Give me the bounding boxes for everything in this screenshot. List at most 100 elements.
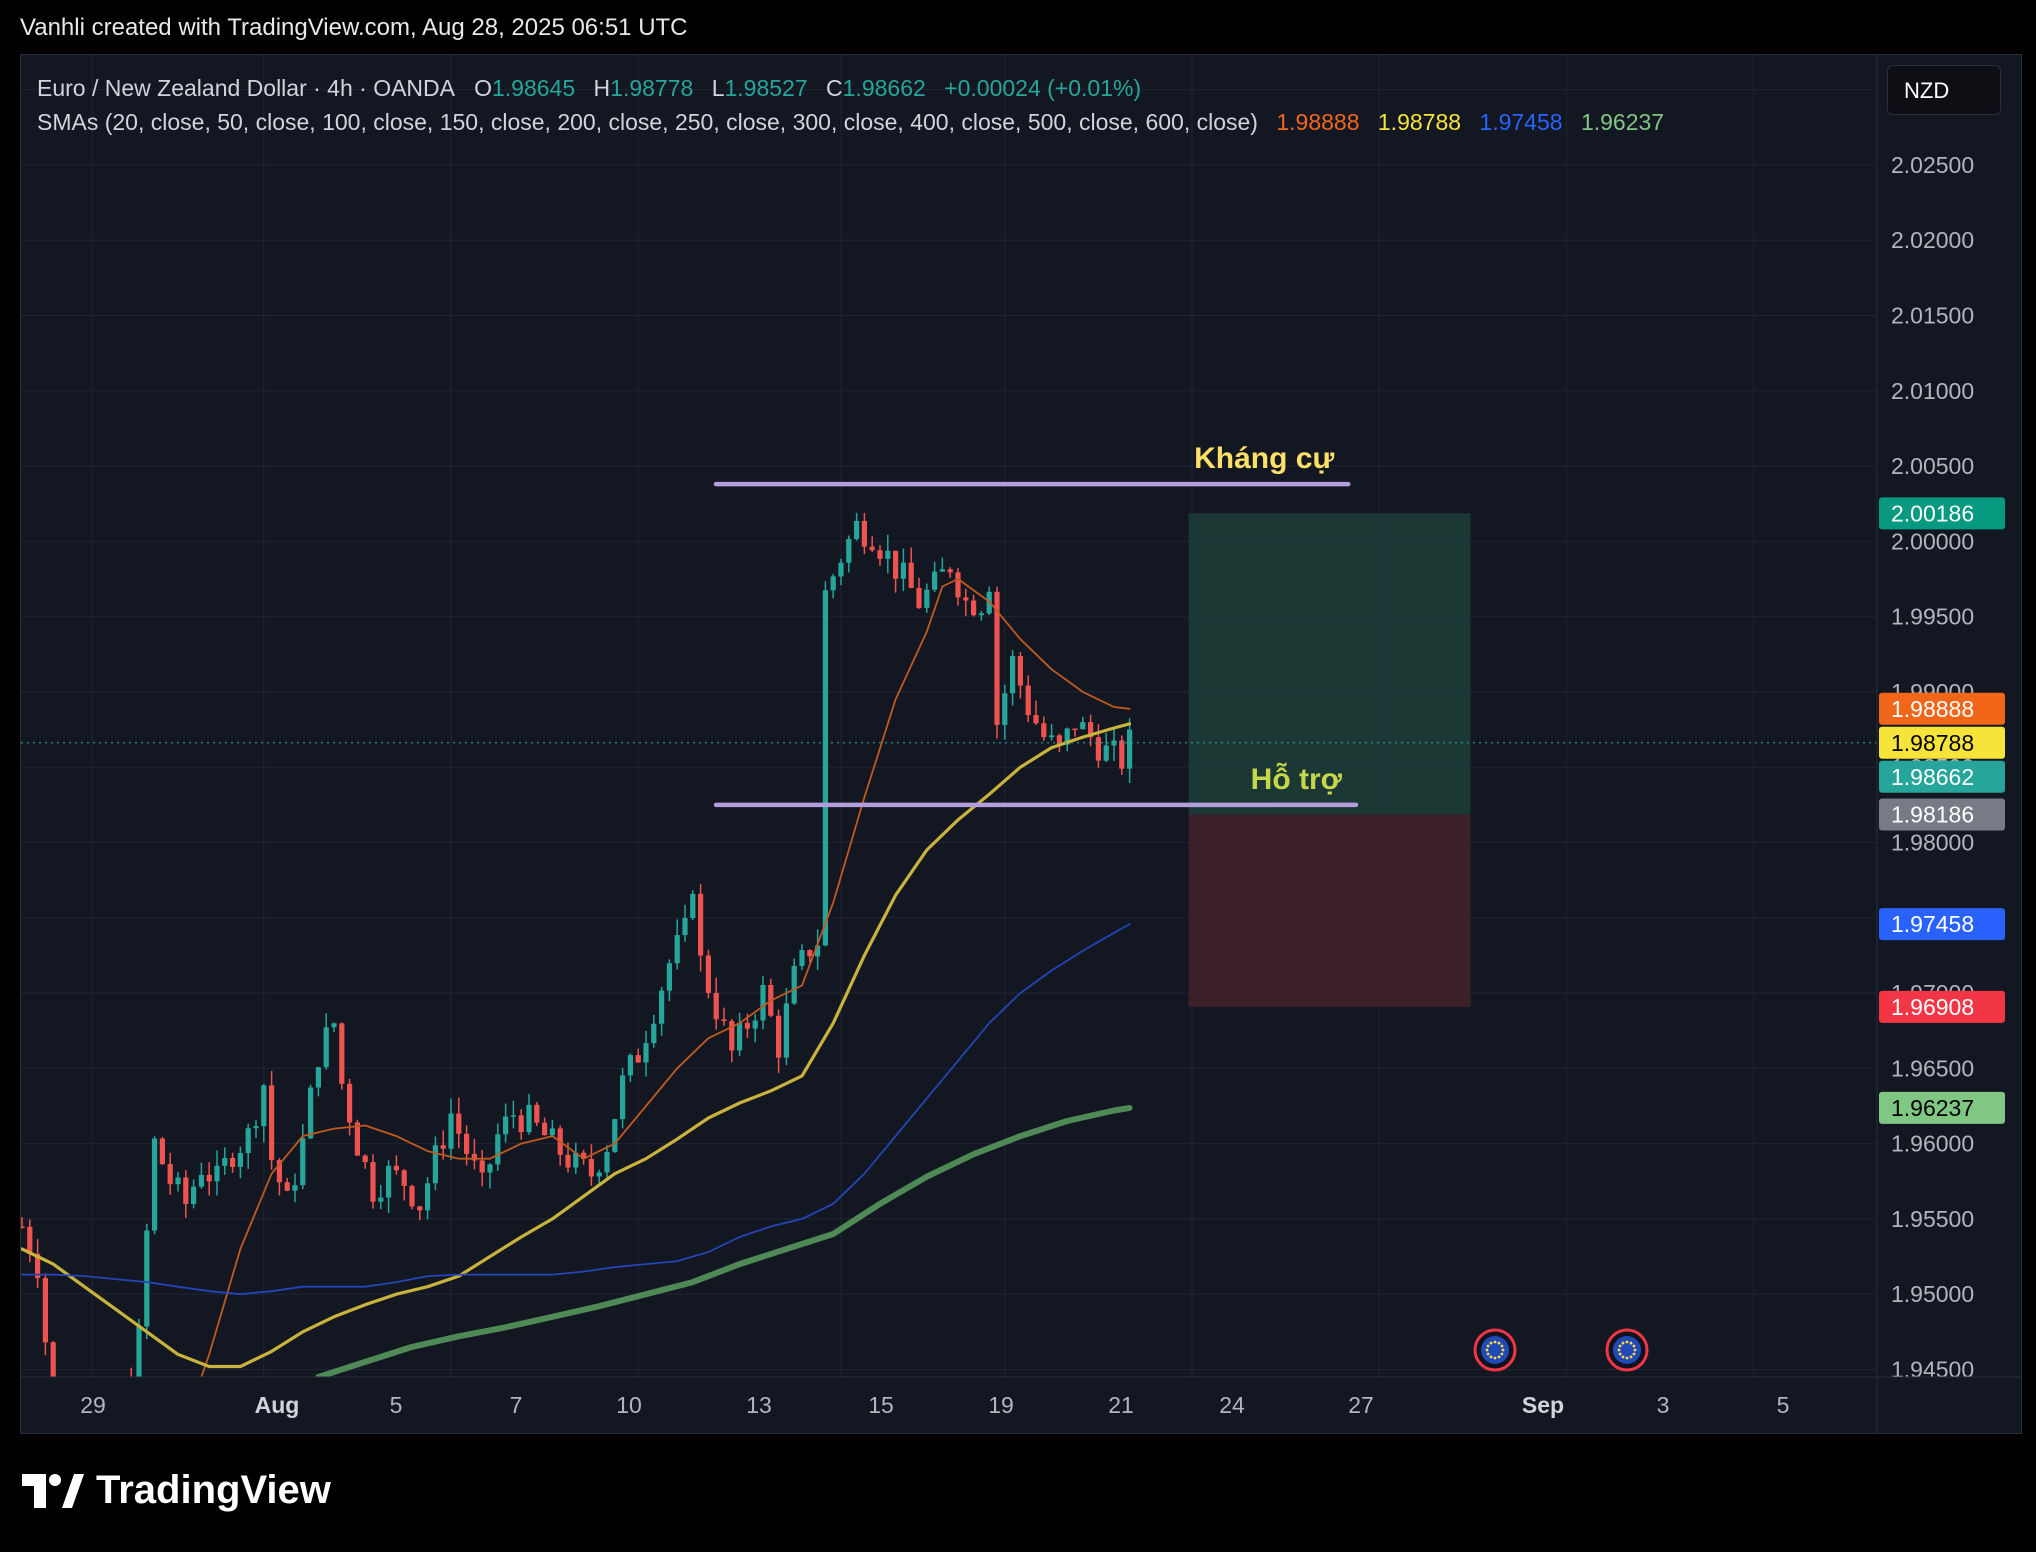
candle-up[interactable] (1127, 718, 1133, 784)
candle-down[interactable] (230, 1152, 236, 1173)
candle-up[interactable] (659, 986, 665, 1036)
candle-down[interactable] (807, 949, 813, 963)
candle-up[interactable] (737, 1012, 743, 1056)
candle-up[interactable] (308, 1084, 314, 1139)
price-label-badge[interactable]: 1.98788 (1879, 726, 2005, 759)
candle-down[interactable] (362, 1154, 368, 1169)
candle-up[interactable] (386, 1160, 392, 1213)
candle-up[interactable] (503, 1103, 509, 1143)
candle-down[interactable] (963, 588, 969, 617)
candle-down[interactable] (167, 1152, 173, 1195)
candle-up[interactable] (1002, 684, 1008, 740)
sma-line-1[interactable] (22, 578, 1131, 1433)
candle-up[interactable] (783, 988, 789, 1066)
candle-down[interactable] (1072, 728, 1078, 737)
candle-up[interactable] (1103, 732, 1109, 763)
sma-indicator-label[interactable]: SMAs (20, close, 50, close, 100, close, … (37, 109, 1258, 135)
candle-down[interactable] (27, 1219, 33, 1263)
candle-up[interactable] (596, 1169, 602, 1185)
candle-down[interactable] (542, 1117, 548, 1136)
candle-up[interactable] (620, 1067, 626, 1129)
price-label-badge[interactable]: 1.96908 (1879, 990, 2005, 1023)
candle-down[interactable] (861, 512, 867, 555)
support-label[interactable]: Hỗ trợ (1251, 762, 1343, 796)
candle-up[interactable] (292, 1173, 298, 1203)
candle-up[interactable] (198, 1162, 204, 1189)
candle-down[interactable] (713, 977, 719, 1030)
candle-down[interactable] (518, 1109, 524, 1140)
candle-up[interactable] (682, 904, 688, 942)
candle-up[interactable] (978, 610, 984, 621)
candle-up[interactable] (799, 944, 805, 971)
candle-up[interactable] (932, 561, 938, 593)
candle-down[interactable] (947, 567, 953, 578)
candle-down[interactable] (1033, 700, 1039, 726)
candle-down[interactable] (42, 1273, 48, 1356)
candle-down[interactable] (409, 1184, 415, 1210)
candle-up[interactable] (487, 1163, 493, 1189)
candle-down[interactable] (417, 1205, 423, 1221)
candle-down[interactable] (588, 1144, 594, 1186)
candle-up[interactable] (378, 1185, 384, 1210)
candle-up[interactable] (612, 1118, 618, 1153)
candle-up[interactable] (495, 1123, 501, 1171)
candle-down[interactable] (908, 547, 914, 589)
candle-up[interactable] (815, 929, 821, 970)
profit-target-zone[interactable] (1188, 513, 1471, 815)
candle-down[interactable] (1119, 735, 1125, 776)
resistance-label[interactable]: Kháng cự (1194, 442, 1334, 475)
candle-up[interactable] (448, 1098, 454, 1160)
candle-up[interactable] (791, 958, 797, 1005)
candle-up[interactable] (261, 1083, 267, 1143)
candle-down[interactable] (893, 550, 899, 593)
candle-down[interactable] (393, 1155, 399, 1175)
candle-down[interactable] (50, 1341, 56, 1418)
candle-down[interactable] (534, 1101, 540, 1127)
candle-down[interactable] (284, 1177, 290, 1192)
candle-down[interactable] (58, 1398, 63, 1433)
candle-down[interactable] (471, 1138, 477, 1170)
sma-line-3[interactable] (21, 923, 1131, 1296)
candle-up[interactable] (245, 1123, 251, 1169)
candle-up[interactable] (1064, 727, 1070, 752)
candle-up[interactable] (939, 557, 945, 572)
candles[interactable] (21, 512, 1133, 1433)
candle-up[interactable] (924, 583, 930, 613)
candle-down[interactable] (776, 1009, 782, 1073)
candle-up[interactable] (1010, 650, 1016, 706)
price-label-badge[interactable]: 1.96237 (1879, 1091, 2005, 1124)
candle-up[interactable] (113, 1408, 118, 1417)
candle-up[interactable] (760, 976, 766, 1030)
candle-down[interactable] (721, 1007, 727, 1026)
candle-up[interactable] (627, 1053, 633, 1083)
price-label-badge[interactable]: 2.00186 (1879, 497, 2005, 530)
candle-up[interactable] (323, 1013, 329, 1070)
stop-loss-zone[interactable] (1188, 814, 1471, 1007)
candle-down[interactable] (768, 978, 774, 1018)
candle-down[interactable] (955, 568, 961, 606)
candle-down[interactable] (339, 1022, 345, 1090)
candle-up[interactable] (175, 1172, 181, 1192)
sma-line-2[interactable] (21, 722, 1132, 1369)
candle-up[interactable] (1080, 716, 1086, 730)
candle-up[interactable] (643, 1030, 649, 1077)
candle-up[interactable] (838, 558, 844, 586)
candle-down[interactable] (581, 1149, 587, 1165)
candle-up[interactable] (690, 890, 696, 921)
candle-down[interactable] (401, 1169, 407, 1201)
candle-down[interactable] (183, 1170, 189, 1218)
candle-up[interactable] (666, 959, 672, 1002)
candle-up[interactable] (830, 573, 836, 599)
candle-up[interactable] (674, 919, 680, 970)
candle-up[interactable] (854, 512, 860, 541)
candle-down[interactable] (129, 1367, 134, 1388)
candle-up[interactable] (846, 535, 852, 573)
candle-down[interactable] (635, 1048, 641, 1063)
candle-down[interactable] (916, 577, 922, 609)
candle-up[interactable] (152, 1136, 158, 1235)
candle-down[interactable] (347, 1078, 353, 1136)
candle-up[interactable] (253, 1120, 259, 1138)
currency-badge[interactable]: NZD (1887, 65, 2001, 115)
eu-flag-icon[interactable] (1605, 1328, 1649, 1372)
candle-up[interactable] (105, 1406, 110, 1433)
